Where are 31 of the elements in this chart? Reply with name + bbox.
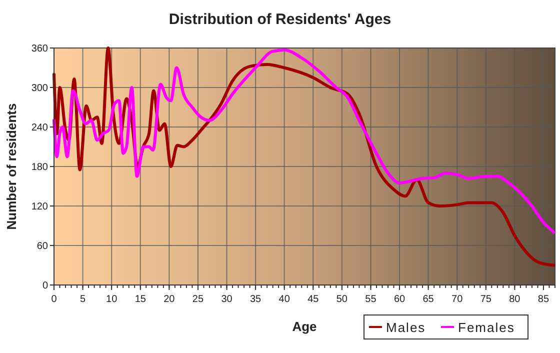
x-tick-label: 55 (365, 294, 377, 305)
x-tick-label: 40 (278, 294, 290, 305)
y-tick-label: 300 (31, 83, 48, 94)
x-tick-label: 15 (134, 294, 146, 305)
x-tick-label: 45 (308, 294, 320, 305)
y-tick-label: 120 (31, 202, 48, 212)
x-tick-label: 30 (221, 294, 233, 305)
x-tick-label: 85 (538, 294, 550, 305)
y-tick-label: 60 (36, 241, 48, 252)
y-tick-label: 240 (31, 122, 48, 134)
x-axis-title: Age (292, 319, 317, 334)
x-tick-label: 60 (394, 294, 406, 305)
x-tick-label: 50 (336, 294, 348, 305)
legend-label: Males (386, 320, 426, 335)
legend-label: Females (458, 320, 515, 335)
x-tick-label: 65 (422, 294, 434, 305)
y-tick-label: 180 (31, 162, 48, 173)
x-tick-label: 70 (452, 294, 464, 305)
x-tick-label: 75 (480, 294, 492, 305)
x-tick-label: 0 (51, 294, 58, 305)
x-tick-label: 25 (192, 294, 204, 305)
y-tick-label: 0 (42, 280, 48, 292)
chart-title: Distribution of Residents' Ages (168, 11, 392, 28)
x-tick-label: 35 (250, 294, 262, 305)
x-tick-label: 10 (106, 294, 118, 305)
x-tick-label: 20 (164, 294, 176, 305)
y-tick-label: 360 (31, 44, 48, 54)
line-series (52, 48, 556, 234)
y-axis-title: Number of residents (4, 103, 19, 230)
x-tick-label: 80 (509, 294, 521, 305)
x-tick-label: 5 (80, 294, 86, 305)
